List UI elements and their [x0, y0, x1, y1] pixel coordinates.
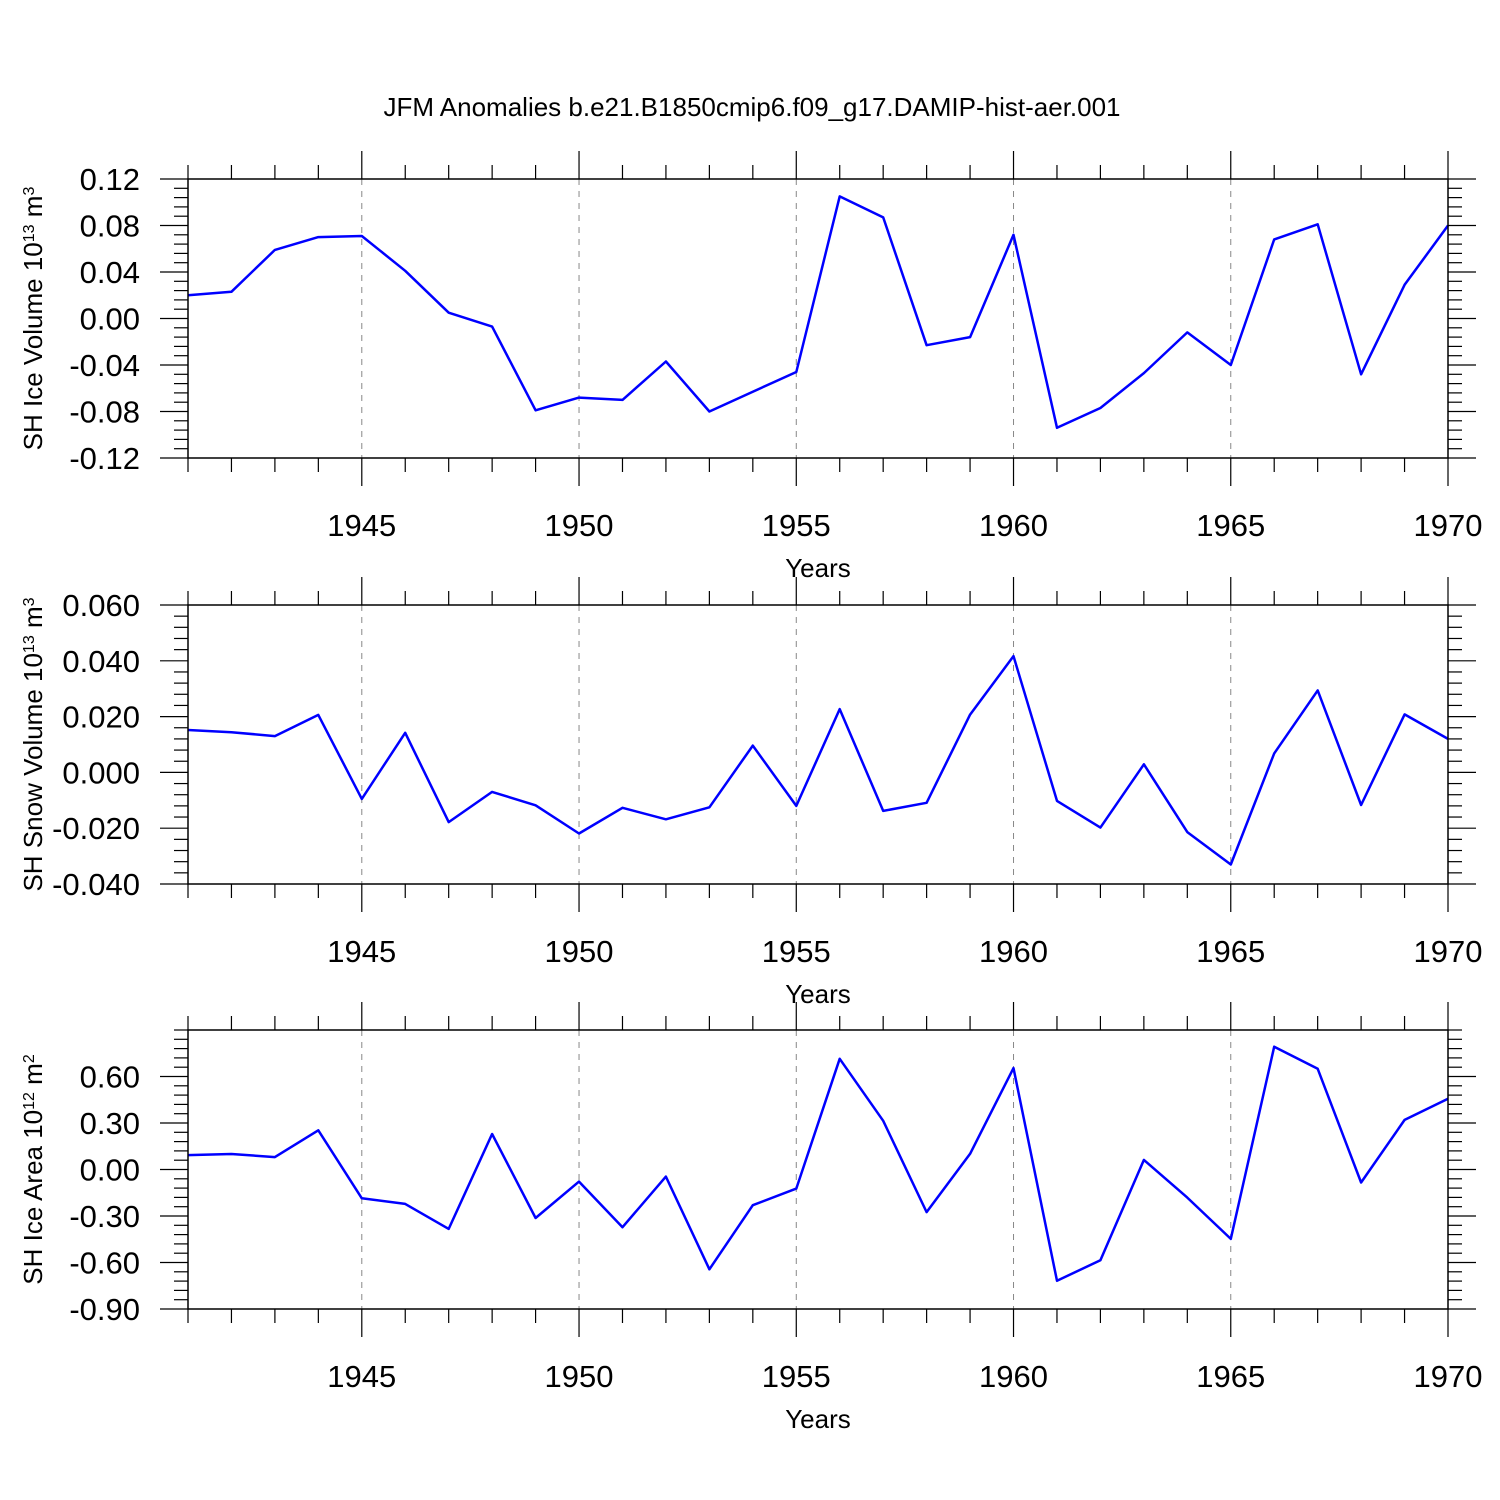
x-tick-label: 1950 [545, 508, 614, 543]
y-axis-label: SH Snow Volume 1013 m3 [18, 597, 48, 891]
y-tick-label: -0.040 [52, 867, 140, 902]
grid-lines [361, 1030, 1232, 1309]
data-line [187, 195, 1450, 430]
y-tick-label: 0.060 [62, 588, 140, 623]
y-axis-label-unit-exponent: 2 [21, 1054, 38, 1063]
y-tick-label: -0.30 [69, 1199, 140, 1234]
x-tick-labels: 1945 1950 1955 1960 1965 1970 [327, 508, 1482, 543]
x-tick-label: 1960 [979, 1359, 1048, 1394]
y-axis-label-unit-exponent: 3 [21, 597, 38, 606]
x-tick-labels: 1945 1950 1955 1960 1965 1970 [327, 934, 1482, 969]
x-tick-label: 1970 [1414, 1359, 1483, 1394]
plot-frame [187, 604, 1449, 885]
x-tick-label: 1955 [762, 934, 831, 969]
y-tick-label: 0.020 [62, 700, 140, 735]
y-tick-label: 0.000 [62, 755, 140, 790]
y-tick-label: -0.90 [69, 1292, 140, 1327]
panel-snow-volume: 0.060 0.040 0.020 0.000 -0.020 -0.040 1945 195… [18, 577, 1482, 1009]
y-tick-label: 0.60 [80, 1060, 140, 1095]
x-tick-label: 1950 [545, 934, 614, 969]
y-axis-label-unit-exponent: 3 [21, 187, 38, 196]
x-tick-label: 1960 [979, 508, 1048, 543]
panel-ice-area: 0.60 0.30 0.00 -0.30 -0.60 -0.90 1945 1950 1955… [18, 1002, 1482, 1434]
x-tick-labels: 1945 1950 1955 1960 1965 1970 [327, 1359, 1482, 1394]
x-axis-label: Years [785, 979, 851, 1009]
y-tick-label: -0.04 [69, 348, 140, 383]
x-tick-label: 1965 [1196, 508, 1265, 543]
y-tick-label: -0.020 [52, 811, 140, 846]
y-axis-label-unit: m [18, 196, 48, 225]
tick-marks [160, 151, 1476, 486]
x-tick-label: 1970 [1414, 508, 1483, 543]
y-tick-labels: 0.60 0.30 0.00 -0.30 -0.60 -0.90 [69, 1060, 140, 1328]
x-axis-label: Years [785, 1404, 851, 1434]
y-tick-label: 0.12 [80, 162, 140, 197]
x-tick-label: 1960 [979, 934, 1048, 969]
y-tick-labels: 0.060 0.040 0.020 0.000 -0.020 -0.040 [52, 588, 140, 902]
x-tick-label: 1955 [762, 1359, 831, 1394]
grid-lines [361, 605, 1232, 884]
y-tick-label: 0.30 [80, 1106, 140, 1141]
grid-lines [361, 179, 1232, 458]
x-tick-label: 1945 [327, 508, 396, 543]
x-tick-label: 1955 [762, 508, 831, 543]
data-line [187, 654, 1449, 866]
y-axis-label-main: SH Snow Volume 10 [18, 653, 48, 891]
y-axis-label-exponent: 13 [21, 635, 38, 653]
x-tick-label: 1945 [327, 1359, 396, 1394]
x-tick-label: 1950 [545, 1359, 614, 1394]
y-tick-labels: 0.12 0.08 0.04 0.00 -0.04 -0.08 -0.12 [69, 162, 140, 476]
y-axis-label-main: SH Ice Area 10 [18, 1110, 48, 1285]
data-line [187, 1045, 1449, 1283]
y-axis-label-unit: m [18, 1063, 48, 1092]
panel-ice-volume: 0.12 0.08 0.04 0.00 -0.04 -0.08 -0.12 1945 1950… [18, 151, 1482, 583]
x-tick-label: 1965 [1196, 934, 1265, 969]
y-axis-label: SH Ice Area 1012 m2 [18, 1054, 48, 1285]
y-tick-label: 0.00 [80, 1153, 140, 1188]
x-tick-label: 1945 [327, 934, 396, 969]
tick-marks [160, 577, 1476, 912]
y-axis-label: SH Ice Volume 1013 m3 [18, 187, 48, 451]
x-axis-label: Years [785, 553, 851, 583]
y-tick-label: -0.60 [69, 1246, 140, 1281]
y-axis-label-main: SH Ice Volume 10 [18, 242, 48, 450]
y-tick-label: 0.08 [80, 209, 140, 244]
y-tick-label: 0.00 [80, 302, 140, 337]
x-tick-label: 1970 [1414, 934, 1483, 969]
y-tick-label: 0.040 [62, 644, 140, 679]
y-tick-label: -0.12 [69, 441, 140, 476]
x-tick-label: 1965 [1196, 1359, 1265, 1394]
y-tick-label: -0.08 [69, 395, 140, 430]
plot-frame [187, 1029, 1449, 1310]
y-tick-label: 0.04 [80, 255, 140, 290]
y-axis-label-exponent: 13 [21, 224, 38, 242]
y-axis-label-unit: m [18, 606, 48, 635]
plot-frame [187, 178, 1449, 459]
chart-title: JFM Anomalies b.e21.B1850cmip6.f09_g17.D… [383, 92, 1120, 122]
tick-marks [160, 1002, 1476, 1337]
y-axis-label-exponent: 12 [21, 1092, 38, 1110]
